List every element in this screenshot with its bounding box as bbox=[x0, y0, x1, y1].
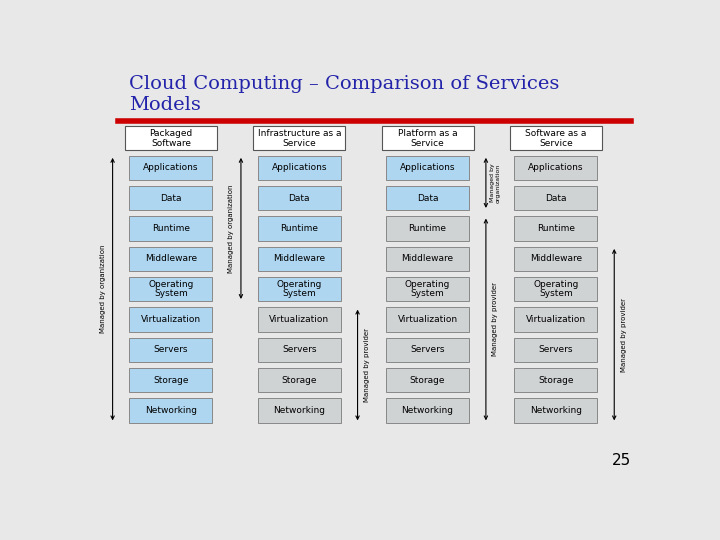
Text: Runtime: Runtime bbox=[408, 224, 446, 233]
Text: Operating
System: Operating System bbox=[148, 280, 194, 299]
Text: Virtualization: Virtualization bbox=[141, 315, 201, 324]
FancyBboxPatch shape bbox=[515, 277, 598, 301]
Text: Middleware: Middleware bbox=[402, 254, 454, 264]
FancyBboxPatch shape bbox=[382, 126, 474, 151]
FancyBboxPatch shape bbox=[258, 186, 341, 210]
Text: Data: Data bbox=[417, 193, 438, 202]
Text: Data: Data bbox=[545, 193, 567, 202]
FancyBboxPatch shape bbox=[515, 338, 598, 362]
FancyBboxPatch shape bbox=[258, 156, 341, 180]
Text: Packaged
Software: Packaged Software bbox=[149, 129, 192, 148]
Text: Virtualization: Virtualization bbox=[526, 315, 586, 324]
Text: Servers: Servers bbox=[153, 346, 188, 354]
Text: Applications: Applications bbox=[528, 163, 584, 172]
FancyBboxPatch shape bbox=[258, 217, 341, 240]
FancyBboxPatch shape bbox=[386, 307, 469, 332]
Text: Storage: Storage bbox=[282, 376, 317, 384]
Text: Middleware: Middleware bbox=[273, 254, 325, 264]
Text: Software as a
Service: Software as a Service bbox=[526, 129, 587, 148]
FancyBboxPatch shape bbox=[386, 247, 469, 271]
FancyBboxPatch shape bbox=[258, 307, 341, 332]
Text: Runtime: Runtime bbox=[537, 224, 575, 233]
Text: Managed by organization: Managed by organization bbox=[228, 184, 235, 273]
Text: Storage: Storage bbox=[153, 376, 189, 384]
FancyBboxPatch shape bbox=[515, 368, 598, 393]
FancyBboxPatch shape bbox=[258, 277, 341, 301]
Text: Networking: Networking bbox=[530, 406, 582, 415]
Text: 25: 25 bbox=[612, 453, 631, 468]
FancyBboxPatch shape bbox=[253, 126, 346, 151]
Text: Middleware: Middleware bbox=[145, 254, 197, 264]
FancyBboxPatch shape bbox=[386, 217, 469, 240]
Text: Data: Data bbox=[160, 193, 181, 202]
Text: Operating
System: Operating System bbox=[405, 280, 450, 299]
Text: Virtualization: Virtualization bbox=[397, 315, 458, 324]
FancyBboxPatch shape bbox=[258, 399, 341, 423]
Text: Managed by provider: Managed by provider bbox=[492, 282, 498, 356]
FancyBboxPatch shape bbox=[130, 399, 212, 423]
FancyBboxPatch shape bbox=[125, 126, 217, 151]
Text: Managed by provider: Managed by provider bbox=[364, 328, 370, 402]
Text: Networking: Networking bbox=[402, 406, 454, 415]
FancyBboxPatch shape bbox=[515, 186, 598, 210]
Text: Runtime: Runtime bbox=[280, 224, 318, 233]
FancyBboxPatch shape bbox=[258, 368, 341, 393]
FancyBboxPatch shape bbox=[130, 247, 212, 271]
Text: Managed by organization: Managed by organization bbox=[100, 245, 106, 333]
FancyBboxPatch shape bbox=[515, 217, 598, 240]
FancyBboxPatch shape bbox=[130, 186, 212, 210]
Text: Applications: Applications bbox=[271, 163, 327, 172]
Text: Managed by
organization: Managed by organization bbox=[490, 163, 501, 202]
FancyBboxPatch shape bbox=[386, 156, 469, 180]
FancyBboxPatch shape bbox=[130, 368, 212, 393]
Text: Platform as a
Service: Platform as a Service bbox=[397, 129, 457, 148]
Text: Storage: Storage bbox=[538, 376, 574, 384]
Text: Storage: Storage bbox=[410, 376, 446, 384]
Text: Servers: Servers bbox=[282, 346, 317, 354]
Text: Operating
System: Operating System bbox=[534, 280, 579, 299]
FancyBboxPatch shape bbox=[258, 247, 341, 271]
FancyBboxPatch shape bbox=[130, 156, 212, 180]
FancyBboxPatch shape bbox=[515, 247, 598, 271]
Text: Data: Data bbox=[289, 193, 310, 202]
FancyBboxPatch shape bbox=[515, 399, 598, 423]
Text: Operating
System: Operating System bbox=[276, 280, 322, 299]
Text: Networking: Networking bbox=[274, 406, 325, 415]
Text: Networking: Networking bbox=[145, 406, 197, 415]
FancyBboxPatch shape bbox=[130, 338, 212, 362]
Text: Middleware: Middleware bbox=[530, 254, 582, 264]
FancyBboxPatch shape bbox=[386, 368, 469, 393]
FancyBboxPatch shape bbox=[130, 277, 212, 301]
FancyBboxPatch shape bbox=[386, 338, 469, 362]
Text: Managed by provider: Managed by provider bbox=[621, 298, 626, 372]
FancyBboxPatch shape bbox=[386, 277, 469, 301]
Text: Applications: Applications bbox=[143, 163, 199, 172]
FancyBboxPatch shape bbox=[515, 307, 598, 332]
Text: Applications: Applications bbox=[400, 163, 455, 172]
FancyBboxPatch shape bbox=[386, 399, 469, 423]
FancyBboxPatch shape bbox=[258, 338, 341, 362]
Text: Infrastructure as a
Service: Infrastructure as a Service bbox=[258, 129, 341, 148]
Text: Servers: Servers bbox=[410, 346, 445, 354]
Text: Runtime: Runtime bbox=[152, 224, 190, 233]
Text: Virtualization: Virtualization bbox=[269, 315, 329, 324]
FancyBboxPatch shape bbox=[130, 217, 212, 240]
FancyBboxPatch shape bbox=[515, 156, 598, 180]
FancyBboxPatch shape bbox=[130, 307, 212, 332]
FancyBboxPatch shape bbox=[510, 126, 602, 151]
Text: Servers: Servers bbox=[539, 346, 573, 354]
Text: Cloud Computing – Comparison of Services
Models: Cloud Computing – Comparison of Services… bbox=[129, 75, 559, 114]
FancyBboxPatch shape bbox=[386, 186, 469, 210]
